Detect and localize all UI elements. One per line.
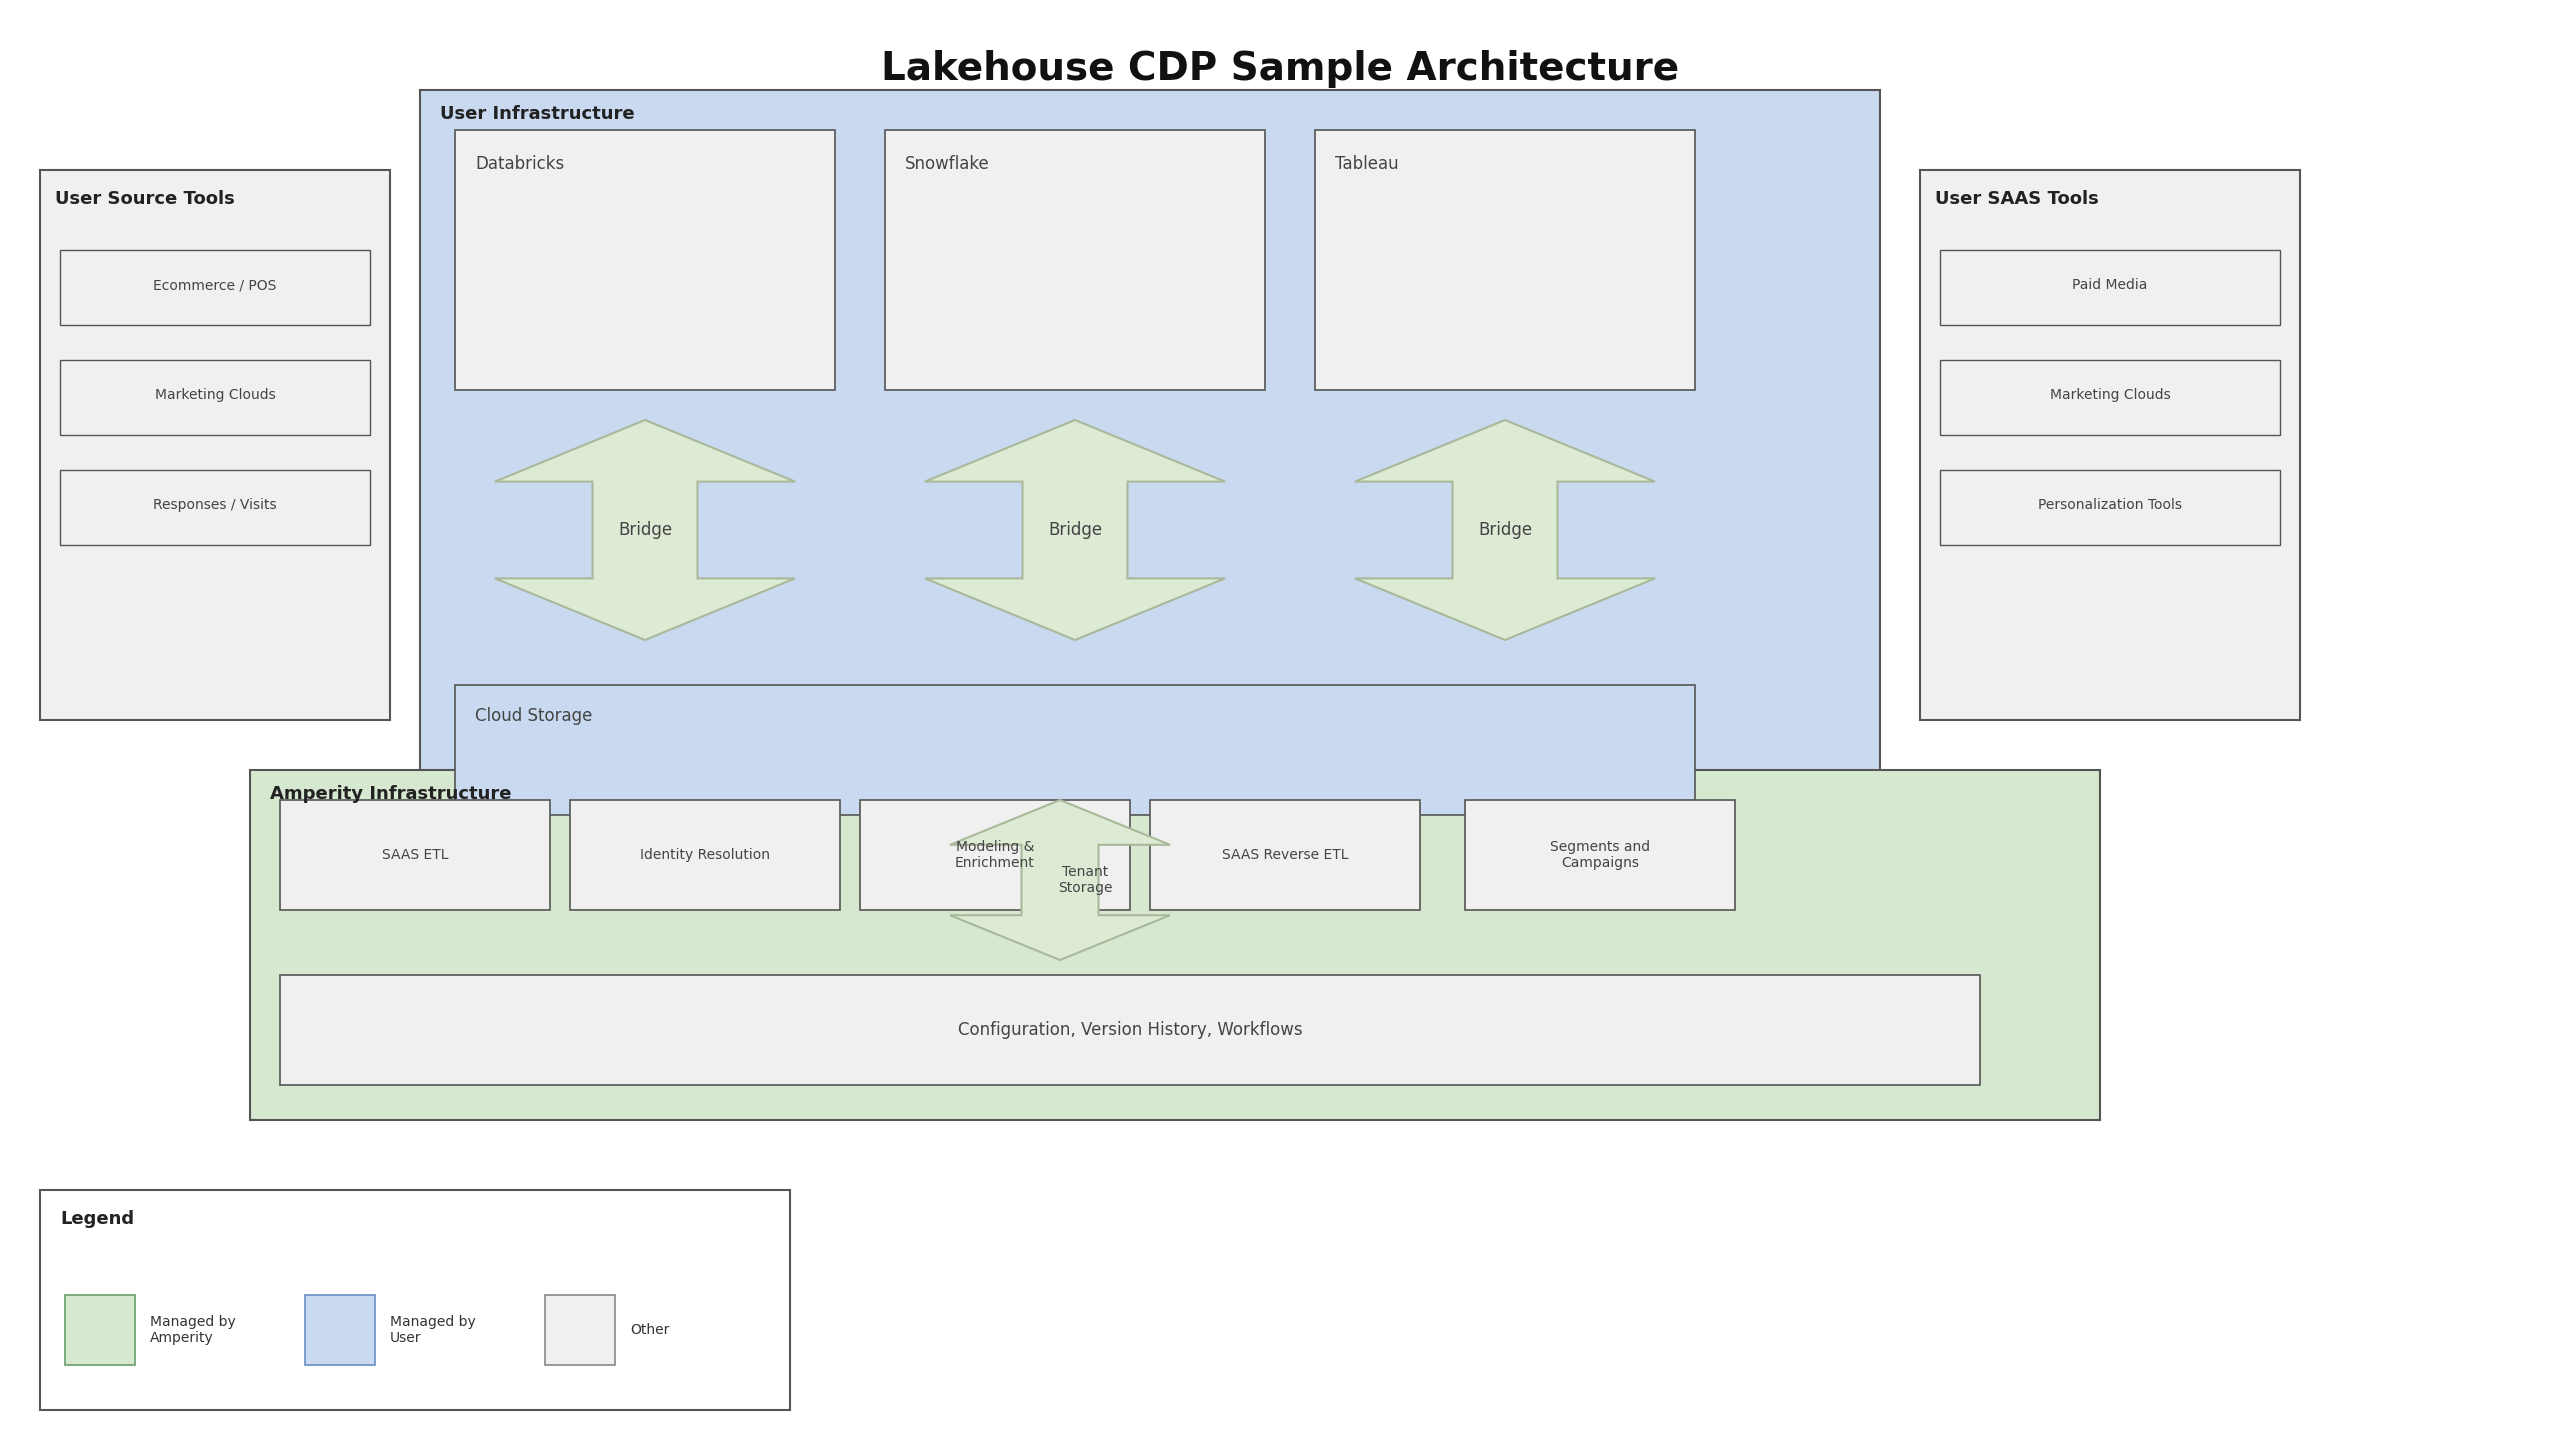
- Text: Identity Resolution: Identity Resolution: [640, 848, 771, 863]
- Text: User SAAS Tools: User SAAS Tools: [1935, 190, 2099, 207]
- Polygon shape: [924, 420, 1226, 639]
- FancyBboxPatch shape: [279, 801, 550, 910]
- FancyBboxPatch shape: [64, 1295, 136, 1365]
- Text: Other: Other: [630, 1323, 668, 1336]
- Text: Databricks: Databricks: [476, 156, 563, 173]
- FancyBboxPatch shape: [1464, 801, 1736, 910]
- Text: Cloud Storage: Cloud Storage: [476, 707, 591, 724]
- Polygon shape: [494, 420, 796, 639]
- Text: Managed by
User: Managed by User: [389, 1315, 476, 1345]
- FancyBboxPatch shape: [59, 360, 371, 435]
- FancyBboxPatch shape: [886, 130, 1265, 390]
- Text: Marketing Clouds: Marketing Clouds: [154, 387, 276, 402]
- Text: Marketing Clouds: Marketing Clouds: [2051, 387, 2171, 402]
- Text: Personalization Tools: Personalization Tools: [2038, 498, 2181, 513]
- FancyBboxPatch shape: [279, 975, 1979, 1084]
- Text: Paid Media: Paid Media: [2071, 278, 2148, 292]
- Text: Snowflake: Snowflake: [906, 156, 991, 173]
- FancyBboxPatch shape: [1149, 801, 1421, 910]
- FancyBboxPatch shape: [1940, 469, 2281, 544]
- FancyBboxPatch shape: [41, 170, 389, 720]
- Text: Responses / Visits: Responses / Visits: [154, 498, 276, 513]
- FancyBboxPatch shape: [860, 801, 1129, 910]
- Text: Modeling &
Enrichment: Modeling & Enrichment: [955, 840, 1034, 870]
- Text: User Infrastructure: User Infrastructure: [440, 105, 635, 122]
- Text: Tableau: Tableau: [1334, 156, 1398, 173]
- FancyBboxPatch shape: [59, 251, 371, 325]
- Text: Lakehouse CDP Sample Architecture: Lakehouse CDP Sample Architecture: [881, 50, 1679, 88]
- FancyBboxPatch shape: [1940, 360, 2281, 435]
- Text: User Source Tools: User Source Tools: [54, 190, 236, 207]
- FancyBboxPatch shape: [41, 1189, 791, 1410]
- Text: Bridge: Bridge: [1477, 521, 1531, 539]
- Text: SAAS ETL: SAAS ETL: [381, 848, 448, 863]
- FancyBboxPatch shape: [420, 91, 1879, 840]
- Text: Tenant
Storage: Tenant Storage: [1057, 865, 1111, 896]
- Polygon shape: [950, 801, 1170, 960]
- Text: Bridge: Bridge: [1047, 521, 1101, 539]
- FancyBboxPatch shape: [1940, 251, 2281, 325]
- Text: Legend: Legend: [59, 1210, 133, 1228]
- FancyBboxPatch shape: [1316, 130, 1695, 390]
- FancyBboxPatch shape: [305, 1295, 374, 1365]
- Text: Amperity Infrastructure: Amperity Infrastructure: [269, 785, 512, 804]
- FancyBboxPatch shape: [59, 469, 371, 544]
- FancyBboxPatch shape: [545, 1295, 614, 1365]
- FancyBboxPatch shape: [1920, 170, 2299, 720]
- Polygon shape: [1354, 420, 1654, 639]
- FancyBboxPatch shape: [251, 770, 2099, 1120]
- Text: Ecommerce / POS: Ecommerce / POS: [154, 278, 276, 292]
- FancyBboxPatch shape: [571, 801, 840, 910]
- Text: Configuration, Version History, Workflows: Configuration, Version History, Workflow…: [957, 1021, 1303, 1040]
- FancyBboxPatch shape: [456, 130, 835, 390]
- Text: Segments and
Campaigns: Segments and Campaigns: [1549, 840, 1651, 870]
- Text: Bridge: Bridge: [617, 521, 673, 539]
- Text: SAAS Reverse ETL: SAAS Reverse ETL: [1221, 848, 1349, 863]
- FancyBboxPatch shape: [456, 685, 1695, 815]
- Text: Managed by
Amperity: Managed by Amperity: [151, 1315, 236, 1345]
